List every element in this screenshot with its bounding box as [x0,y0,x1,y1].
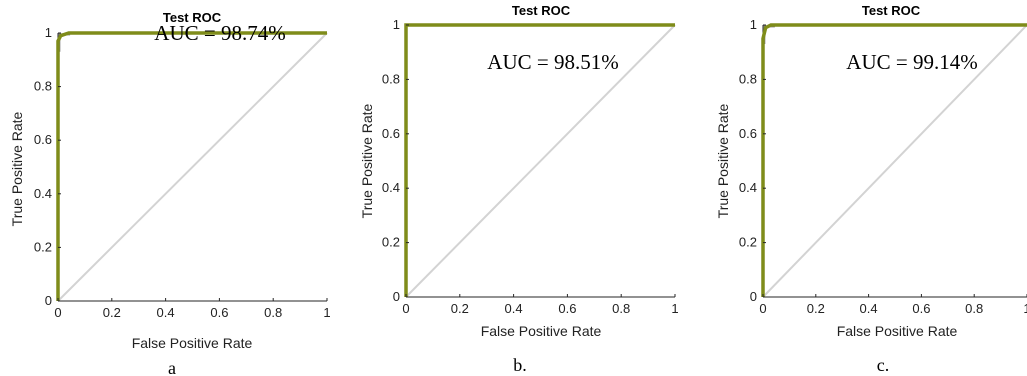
chance-diagonal-line [57,32,328,302]
y-tick-label: 0.2 [34,239,52,254]
auc-annotation: AUC = 99.14% [846,50,977,74]
auc-annotation: AUC = 98.74% [154,21,285,45]
x-axis-label: False Positive Rate [481,323,602,339]
x-tick-label: 0.4 [505,301,523,316]
panel-caption: a [168,358,176,376]
roc-curve [761,23,1027,297]
auc-annotation: AUC = 98.51% [487,50,618,74]
y-tick-label: 0 [393,289,400,304]
y-tick-label: 0.8 [34,79,52,94]
x-tick-label: 0.2 [807,301,825,316]
x-tick-label: 1 [323,305,330,320]
y-tick-label: 0.8 [382,71,400,86]
y-tick-label: 0 [750,289,757,304]
x-axis-label: False Positive Rate [837,323,958,339]
x-tick-label: 0.6 [912,301,930,316]
x-tick-label: 0.4 [860,301,878,316]
x-tick-label: 0.2 [103,305,121,320]
roc-panel-b: 0 0.2 0.4 0.6 0.8 1 0 0.2 0.4 0.6 0.8 1 Test ROC Fa… [359,3,679,375]
y-axis-label: True Positive Rate [359,103,375,218]
y-tick-label: 0.8 [739,71,757,86]
y-tick-label: 1 [45,25,52,40]
panel-caption: b. [513,355,527,375]
x-tick-label: 0.6 [558,301,576,316]
y-tick-label: 0 [45,293,52,308]
roc-panel-a: 0 0.2 0.4 0.6 0.8 1 0 0.2 0.4 0.6 0.8 1 Test ROC Fa… [9,10,331,376]
y-tick-label: 0.4 [382,180,400,195]
x-tick-label: 0.4 [157,305,175,320]
x-tick-label: 0 [402,301,409,316]
y-axis-label: True Positive Rate [9,111,25,226]
x-tick-label: 0.8 [264,305,282,320]
plot-area: 0 0.2 0.4 0.6 0.8 1 0 0.2 0.4 0.6 0.8 1 [739,17,1027,316]
y-tick-label: 0.6 [739,126,757,141]
x-tick-label: 0 [54,305,61,320]
plot-area: 0 0.2 0.4 0.6 0.8 1 0 0.2 0.4 0.6 0.8 1 [382,17,679,316]
x-tick-label: 1 [1023,301,1027,316]
chart-title: Test ROC [862,3,921,18]
x-tick-label: 0.6 [210,305,228,320]
chart-title: Test ROC [512,3,571,18]
x-axis-label: False Positive Rate [132,335,253,351]
y-tick-label: 1 [750,17,757,32]
y-tick-label: 0.2 [739,235,757,250]
y-tick-label: 0.4 [739,180,757,195]
x-tick-label: 1 [671,301,678,316]
roc-curve [56,31,327,301]
roc-panel-c: 0 0.2 0.4 0.6 0.8 1 0 0.2 0.4 0.6 0.8 1 Test ROC Fa… [715,3,1027,375]
panel-caption: c. [877,355,890,375]
plot-area: 0 0.2 0.4 0.6 0.8 1 0 0.2 0.4 0.6 0.8 1 [34,25,331,320]
chart-title: Test ROC [163,10,222,25]
chance-diagonal-line [762,24,1027,298]
x-tick-label: 0.8 [612,301,630,316]
y-tick-label: 0.6 [382,126,400,141]
x-tick-label: 0 [759,301,766,316]
y-tick-label: 0.4 [34,186,52,201]
y-axis-label: True Positive Rate [715,103,731,218]
x-tick-label: 0.8 [965,301,983,316]
y-tick-label: 1 [393,17,400,32]
x-tick-label: 0.2 [451,301,469,316]
y-tick-label: 0.6 [34,132,52,147]
chance-diagonal-line [405,24,676,298]
y-tick-label: 0.2 [382,235,400,250]
